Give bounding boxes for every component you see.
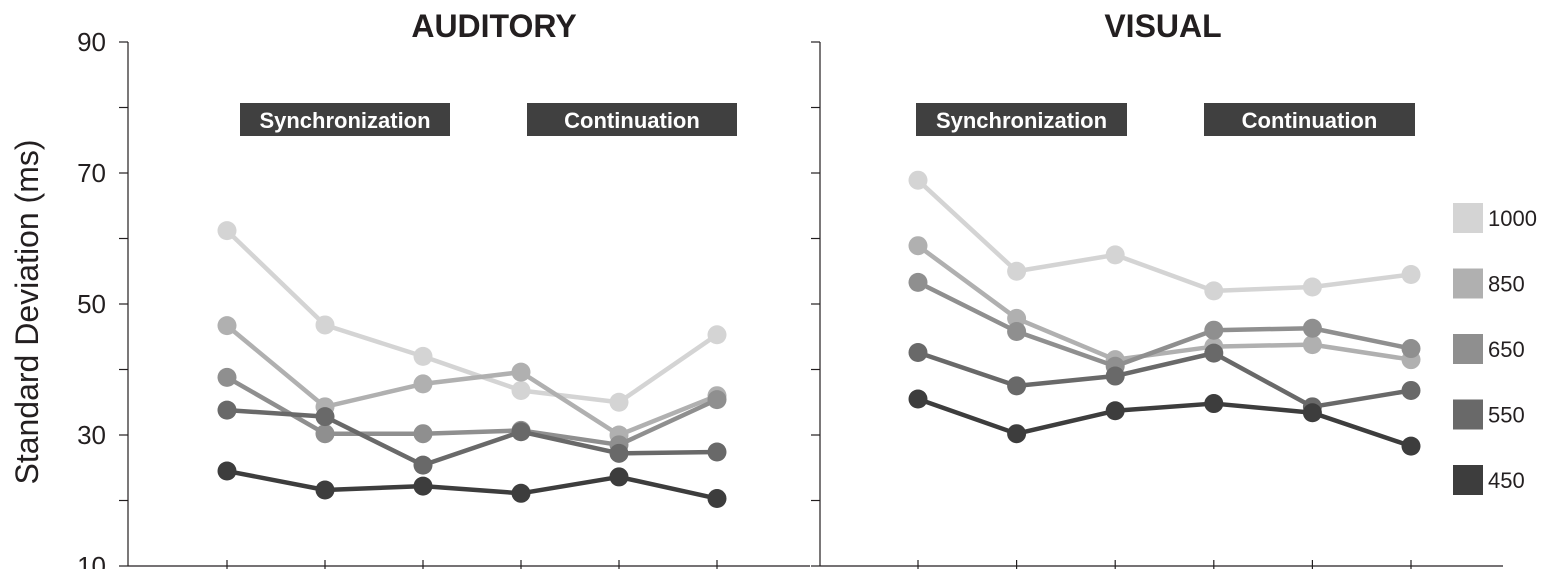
data-point [1007,322,1026,341]
y-tick-label: 90 [77,27,106,57]
data-point [1204,321,1223,340]
y-tick-label: 50 [77,289,106,319]
data-point [1402,381,1421,400]
panel-title: VISUAL [1104,8,1221,44]
phase-label-continuation: Continuation [1204,103,1415,136]
data-point [414,456,433,475]
series-line [227,471,717,499]
y-tick-label: 70 [77,158,106,188]
y-tick-label: 30 [77,420,106,450]
data-point [1402,265,1421,284]
panel-visual: VISUAL Synchronization Continuation [811,8,1503,569]
series-1000 [909,171,1421,301]
data-point [218,368,237,387]
legend-item-550: 550 [1453,400,1525,430]
data-point [1303,319,1322,338]
data-point [1402,339,1421,358]
phase-label-text: Synchronization [259,108,430,133]
legend-item-850: 850 [1453,269,1525,299]
data-point [316,481,335,500]
data-point [316,407,335,426]
series-line [918,399,1411,446]
data-point [1204,344,1223,363]
legend-swatch [1453,203,1483,233]
data-point [414,477,433,496]
data-point [909,389,928,408]
data-point [1303,277,1322,296]
legend-item-1000: 1000 [1453,203,1537,233]
y-axis-label: Standard Deviation (ms) [9,139,45,484]
legend-label: 1000 [1488,206,1537,231]
series-450 [218,462,727,509]
data-point [1007,262,1026,281]
panel-title: AUDITORY [411,8,576,44]
legend-item-650: 650 [1453,334,1525,364]
series-line [918,180,1411,291]
series-650 [909,273,1421,376]
phase-label-synchronization: Synchronization [916,103,1127,136]
legend-item-450: 450 [1453,465,1525,495]
phase-label-text: Continuation [564,108,700,133]
data-point [316,424,335,443]
data-point [909,343,928,362]
legend-label: 550 [1488,403,1525,428]
data-point [1204,281,1223,300]
phase-label-text: Continuation [1242,108,1378,133]
data-point [218,316,237,335]
data-point [708,325,727,344]
data-point [414,424,433,443]
y-tick-label: 10 [77,551,106,569]
legend-label: 850 [1488,272,1525,297]
data-point [512,381,531,400]
data-point [708,390,727,409]
panel-auditory: 10 30 50 70 90 AUDITORY Synchronization Continu… [77,8,810,569]
data-point [1106,401,1125,420]
series-550 [218,401,727,475]
data-point [909,236,928,255]
legend-swatch [1453,334,1483,364]
data-point [512,484,531,503]
legend-label: 450 [1488,468,1525,493]
data-point [316,315,335,334]
legend-swatch [1453,400,1483,430]
phase-label-continuation: Continuation [527,103,737,136]
phase-label-text: Synchronization [936,108,1107,133]
series-line [918,352,1411,406]
data-point [414,347,433,366]
data-point [1007,424,1026,443]
data-point [218,221,237,240]
data-point [512,363,531,382]
phase-label-synchronization: Synchronization [240,103,450,136]
legend-label: 650 [1488,337,1525,362]
data-point [218,401,237,420]
data-point [708,443,727,462]
series-line [918,246,1411,360]
data-point [610,467,629,486]
legend-swatch [1453,269,1483,299]
data-point [610,444,629,463]
data-point [610,393,629,412]
data-point [909,273,928,292]
legend-swatch [1453,465,1483,495]
data-point [1106,245,1125,264]
data-point [1007,376,1026,395]
data-point [414,374,433,393]
data-point [1303,403,1322,422]
data-point [909,171,928,190]
data-point [218,462,237,481]
legend: 1000 850 650 550 450 [1453,203,1537,495]
data-point [1204,394,1223,413]
data-point [512,422,531,441]
data-point [708,489,727,508]
data-point [1303,335,1322,354]
data-point [1106,367,1125,386]
data-point [1402,437,1421,456]
